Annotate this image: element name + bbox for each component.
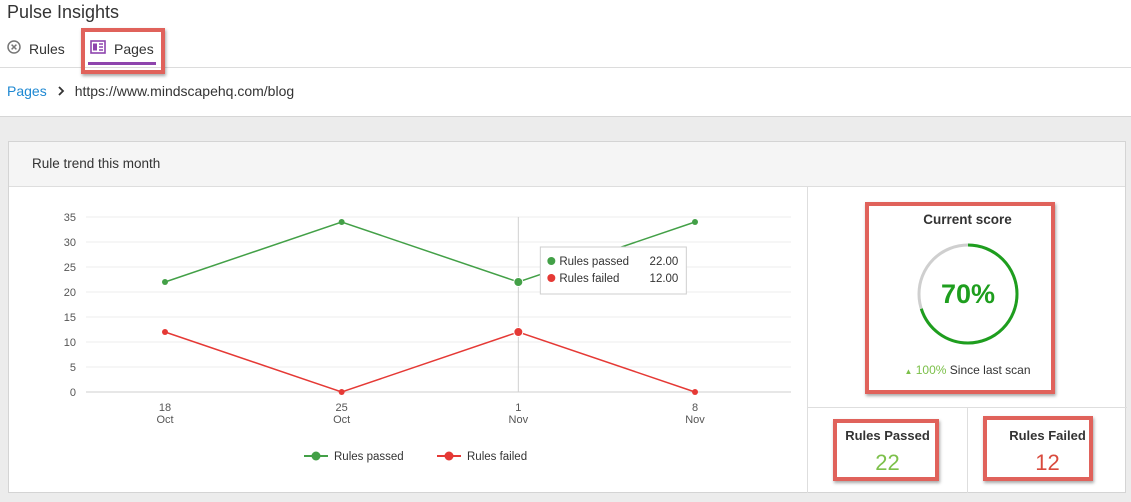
rules-passed-value: 22 xyxy=(875,450,900,475)
data-point xyxy=(162,279,168,285)
rules-passed-stat: Rules Passed 22 xyxy=(808,408,968,493)
data-point xyxy=(338,389,345,395)
score-change-value: 100% xyxy=(915,363,947,377)
panel-title: Rule trend this month xyxy=(32,156,161,171)
tooltip-dot xyxy=(547,274,556,282)
x-tick-label: Nov xyxy=(509,414,529,426)
score-value: 70% xyxy=(940,279,996,309)
rules-failed-stat: Rules Failed 12 xyxy=(968,408,1127,493)
y-tick-label: 10 xyxy=(64,337,76,349)
series-line xyxy=(164,331,696,393)
tab-pages[interactable]: Pages xyxy=(88,30,156,67)
x-tick-label: 1 xyxy=(515,402,521,414)
data-point xyxy=(692,389,698,395)
data-point xyxy=(513,277,524,287)
y-tick-label: 20 xyxy=(64,287,76,299)
panel-header: Rule trend this month xyxy=(9,142,1125,187)
rule-trend-panel: Rule trend this month 0 5 10 15 20 25 30 35 18 Oc… xyxy=(8,141,1127,493)
x-tick-label: Oct xyxy=(156,414,173,426)
data-point xyxy=(338,219,345,225)
legend-label: Rules failed xyxy=(467,451,527,463)
y-tick-label: 30 xyxy=(64,237,76,249)
tooltip-dot xyxy=(547,257,556,265)
x-tick-label: Oct xyxy=(333,414,350,426)
y-tick-label: 35 xyxy=(64,212,76,224)
trend-chart: 0 5 10 15 20 25 30 35 18 Oct 25 Oct 1 Nov 8 Nov Rules pa… xyxy=(9,187,807,493)
rules-failed-value: 12 xyxy=(1035,450,1060,475)
data-point xyxy=(692,219,698,225)
circle-x-icon xyxy=(7,40,21,57)
score-change-text: Since last scan xyxy=(949,363,1031,377)
score-title: Current score xyxy=(923,212,1012,227)
tab-pages-label: Pages xyxy=(114,40,154,57)
y-tick-label: 5 xyxy=(70,362,76,374)
y-tick-label: 0 xyxy=(70,387,76,399)
chevron-right-icon xyxy=(57,83,65,99)
tooltip-box xyxy=(539,246,687,295)
tooltip-series-name: Rules passed xyxy=(559,256,629,268)
legend-swatch-dot xyxy=(311,451,321,461)
legend-swatch-dot xyxy=(444,451,454,461)
trend-up-icon: ▲ xyxy=(904,367,913,376)
tooltip-series-name: Rules failed xyxy=(559,273,619,285)
legend-label: Rules passed xyxy=(334,451,404,463)
score-ring xyxy=(917,243,1019,345)
breadcrumb-current-url: https://www.mindscapehq.com/blog xyxy=(74,83,295,99)
active-tab-indicator xyxy=(88,62,156,65)
rules-failed-label: Rules Failed xyxy=(1009,428,1086,443)
page-layout-icon xyxy=(90,40,106,57)
data-point xyxy=(513,327,524,337)
x-tick-label: 25 xyxy=(336,402,348,414)
tooltip-value: 12.00 xyxy=(650,273,679,285)
y-tick-label: 15 xyxy=(64,312,76,324)
x-tick-label: Nov xyxy=(685,414,705,426)
score-change: ▲ 100% Since last scan xyxy=(808,363,1127,377)
tab-bar: Rules Pages xyxy=(0,30,1131,68)
score-column: Current score 70% ▲ 100% Since last scan… xyxy=(807,187,1127,493)
data-point xyxy=(162,329,168,335)
x-tick-label: 8 xyxy=(692,402,698,414)
rules-passed-label: Rules Passed xyxy=(845,428,930,443)
breadcrumb-link-pages[interactable]: Pages xyxy=(7,83,47,99)
chart-tooltip: Rules passed 22.00 Rules failed 12.00 xyxy=(539,246,687,295)
app-title: Pulse Insights xyxy=(7,2,120,22)
current-score-card: Current score 70% ▲ 100% Since last scan xyxy=(808,187,1127,408)
tab-rules-label: Rules xyxy=(29,40,65,57)
breadcrumb: Pages https://www.mindscapehq.com/blog xyxy=(7,83,294,99)
y-tick-label: 25 xyxy=(64,262,76,274)
tab-rules[interactable]: Rules xyxy=(7,30,65,67)
x-tick-label: 18 xyxy=(159,402,171,414)
tooltip-value: 22.00 xyxy=(650,256,679,268)
